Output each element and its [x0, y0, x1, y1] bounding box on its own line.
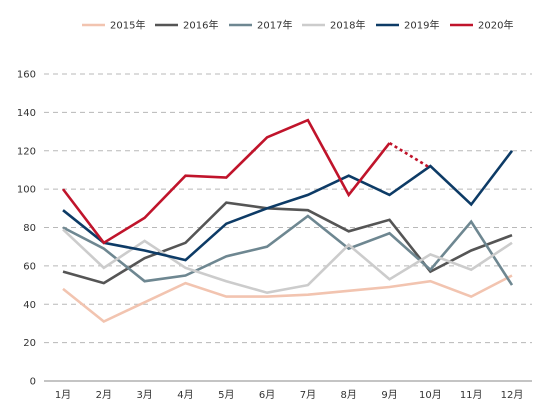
series-line-0 [62, 274, 513, 324]
series-line-1 [62, 201, 513, 285]
x-tick-label: 7月 [300, 389, 316, 401]
x-tick-label: 6月 [259, 389, 275, 401]
x-tick-label: 12月 [501, 389, 524, 401]
x-tick-label: 9月 [381, 389, 397, 401]
y-axis-ticks: 0 20 40 60 80 100 120 140 160 [17, 70, 36, 388]
x-tick-label: 8月 [341, 389, 357, 401]
x-tick-label: 4月 [177, 389, 193, 401]
series-projection-5 [388, 141, 432, 170]
x-tick-label: 3月 [136, 389, 152, 401]
legend: 2015年 2016年 2017年 2018年 2019年 2020年 [82, 19, 513, 32]
y-tick-label: 20 [23, 338, 36, 349]
y-tick-label: 60 [23, 261, 36, 272]
x-tick-label: 1月 [55, 389, 71, 401]
legend-label: 2019年 [404, 19, 439, 32]
x-tick-label: 10月 [419, 389, 442, 401]
legend-label: 2015年 [110, 19, 145, 32]
x-tick-label: 2月 [96, 389, 112, 401]
y-tick-label: 40 [23, 300, 36, 311]
series-line-2 [62, 214, 514, 286]
y-tick-label: 100 [17, 185, 36, 196]
legend-label: 2020年 [478, 19, 513, 32]
y-tick-label: 160 [17, 70, 36, 81]
series-line-5 [61, 118, 391, 245]
series-lines [61, 118, 514, 324]
x-axis: 1月 2月 3月 4月 5月 6月 7月 8月 9月 10月 11月 12月 [44, 380, 532, 401]
legend-label: 2017年 [257, 19, 292, 32]
y-tick-label: 120 [17, 146, 36, 157]
legend-label: 2016年 [183, 19, 218, 32]
y-tick-label: 0 [30, 377, 36, 388]
series-line-4 [62, 150, 514, 262]
series-line-3 [62, 228, 513, 295]
x-tick-label: 11月 [460, 389, 483, 401]
y-tick-label: 80 [23, 223, 36, 234]
legend-label: 2018年 [330, 19, 365, 32]
y-tick-label: 140 [17, 108, 36, 119]
grid-lines [44, 73, 532, 344]
x-tick-label: 5月 [218, 389, 234, 401]
